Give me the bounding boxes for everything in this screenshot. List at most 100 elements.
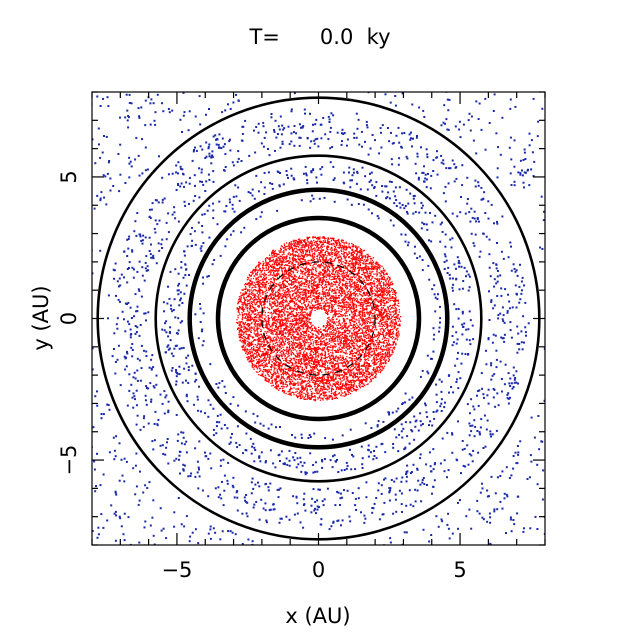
inner-disk-particle <box>241 294 244 296</box>
outer-particle <box>237 150 240 153</box>
outer-particle <box>443 459 446 462</box>
inner-disk-particle <box>304 363 307 365</box>
outer-particle <box>194 243 197 246</box>
inner-disk-particle <box>388 288 390 290</box>
outer-particle <box>456 215 459 218</box>
outer-particle <box>112 436 115 439</box>
outer-particle <box>130 317 133 319</box>
outer-particle <box>506 495 509 498</box>
outer-particle <box>114 372 117 375</box>
inner-disk-particle <box>365 328 367 330</box>
outer-particle <box>293 125 296 127</box>
outer-particle <box>126 350 128 353</box>
inner-disk-particle <box>389 295 391 297</box>
outer-particle <box>355 509 358 511</box>
outer-particle <box>466 198 469 200</box>
outer-particle <box>162 453 165 455</box>
inner-disk-particle <box>362 250 364 252</box>
inner-disk-particle <box>324 271 326 273</box>
inner-disk-particle <box>334 308 336 311</box>
outer-particle <box>202 340 205 343</box>
outer-particle <box>267 489 270 492</box>
inner-disk-particle <box>293 286 295 288</box>
inner-disk-particle <box>327 259 329 261</box>
outer-particle <box>105 203 108 206</box>
outer-particle <box>197 542 200 545</box>
outer-particle <box>93 460 96 463</box>
outer-particle <box>377 420 380 423</box>
inner-disk-particle <box>314 296 316 298</box>
inner-disk-particle <box>263 282 265 284</box>
outer-particle <box>408 442 411 445</box>
outer-particle <box>493 304 496 307</box>
outer-particle <box>180 261 183 263</box>
inner-disk-particle <box>332 327 334 329</box>
inner-disk-particle <box>264 369 266 371</box>
inner-disk-particle <box>306 342 308 344</box>
outer-particle <box>316 499 319 502</box>
inner-disk-particle <box>244 322 246 324</box>
inner-disk-particle <box>302 270 304 273</box>
outer-particle <box>293 92 296 95</box>
inner-disk-particle <box>300 346 302 348</box>
inner-disk-particle <box>254 275 256 277</box>
inner-disk-particle <box>366 362 368 364</box>
outer-particle <box>529 454 532 457</box>
outer-particle <box>439 240 442 243</box>
outer-particle <box>504 363 507 366</box>
inner-disk-particle <box>331 309 333 311</box>
inner-disk-particle <box>351 245 353 247</box>
inner-disk-particle <box>267 346 269 348</box>
inner-disk-particle <box>266 291 268 294</box>
outer-particle <box>134 325 137 327</box>
outer-particle <box>277 171 280 174</box>
inner-disk-particle <box>321 361 323 363</box>
outer-particle <box>413 194 416 197</box>
outer-particle <box>468 339 471 342</box>
outer-particle <box>405 210 408 213</box>
outer-particle <box>507 372 510 375</box>
outer-particle <box>353 132 356 135</box>
inner-disk-particle <box>279 282 281 284</box>
outer-particle <box>134 377 137 380</box>
inner-disk-particle <box>386 284 388 286</box>
inner-disk-particle <box>358 293 361 295</box>
inner-disk-particle <box>289 291 291 293</box>
outer-particle <box>128 176 131 179</box>
outer-particle <box>280 133 283 136</box>
inner-disk-particle <box>364 376 366 379</box>
outer-particle <box>452 341 455 344</box>
outer-particle <box>394 195 397 198</box>
outer-particle <box>419 483 422 486</box>
inner-disk-particle <box>264 307 266 309</box>
inner-disk-particle <box>390 346 392 349</box>
outer-particle <box>170 352 173 355</box>
inner-disk-particle <box>388 315 390 317</box>
outer-particle <box>231 531 234 534</box>
inner-disk-particle <box>291 275 293 278</box>
outer-particle <box>488 253 491 256</box>
outer-particle <box>278 521 281 524</box>
inner-disk-particle <box>248 328 251 331</box>
inner-disk-particle <box>333 345 335 347</box>
outer-particle <box>364 422 367 425</box>
inner-disk-particle <box>249 304 251 306</box>
outer-particle <box>244 499 247 502</box>
inner-disk-particle <box>314 236 316 239</box>
inner-disk-particle <box>316 237 318 239</box>
outer-particle <box>241 133 244 135</box>
inner-disk-particle <box>382 275 385 277</box>
inner-disk-particle <box>346 254 348 256</box>
outer-particle <box>191 86 193 88</box>
inner-disk-particle <box>303 240 305 242</box>
inner-disk-particle <box>260 322 262 324</box>
inner-disk-particle <box>282 384 284 386</box>
outer-particle <box>445 118 448 121</box>
inner-disk-particle <box>347 306 349 308</box>
inner-disk-particle <box>248 285 250 287</box>
outer-particle <box>477 390 480 392</box>
outer-particle <box>148 366 151 369</box>
inner-disk-particle <box>354 352 356 354</box>
inner-disk-particle <box>270 351 272 353</box>
inner-disk-particle <box>277 256 279 258</box>
